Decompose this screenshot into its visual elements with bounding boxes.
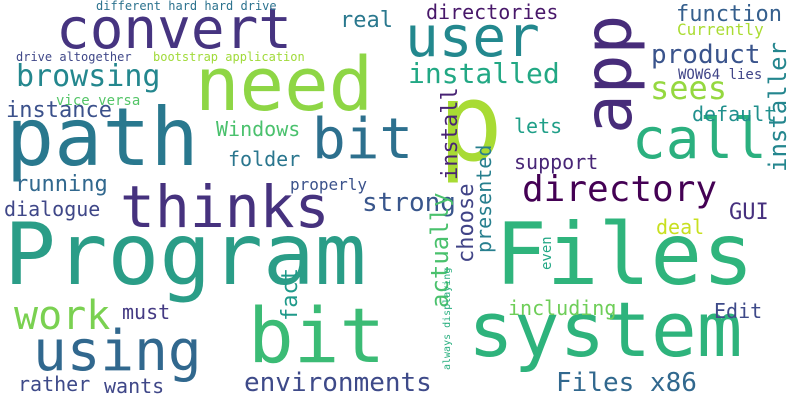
word-strong: strong — [362, 188, 456, 218]
word-product: product — [651, 40, 761, 70]
word-using: using — [33, 319, 202, 384]
word-even: even — [539, 236, 555, 270]
word-wants: wants — [104, 374, 165, 398]
word-convert: convert — [56, 0, 293, 62]
word-folder: folder — [228, 147, 301, 171]
word-environments: environments — [244, 368, 432, 398]
word-presented: presented — [472, 144, 496, 253]
word-running: running — [15, 172, 108, 197]
word-gui: GUI — [729, 200, 769, 225]
word-bootstrap-application: bootstrap application — [153, 50, 305, 64]
word-lets: lets — [514, 114, 563, 138]
word-p: p — [438, 61, 504, 186]
word-wow64-lies: WOW64 lies — [678, 67, 763, 83]
word-browsing: browsing — [16, 59, 161, 94]
word-different-hard-hard-drive: different hard hard drive — [96, 0, 277, 13]
word-dialogue: dialogue — [4, 197, 101, 221]
word-files-x86: Files x86 — [556, 368, 697, 398]
word-real: real — [340, 8, 393, 33]
word-edit: Edit — [714, 299, 763, 323]
word-bit-large: bit — [248, 291, 386, 380]
word-install: install — [438, 87, 463, 180]
word-call: call — [632, 107, 767, 172]
word-support: support — [514, 150, 599, 174]
word-vice-versa: vice versa — [56, 93, 141, 109]
word-must: must — [122, 300, 171, 324]
word-work: work — [14, 293, 111, 339]
word-rather: rather — [18, 372, 91, 396]
word-program: Program — [4, 205, 367, 305]
word-deal: deal — [656, 215, 705, 239]
word-instance: instance — [6, 98, 112, 123]
word-installed: installed — [408, 57, 560, 90]
word-path: path — [6, 91, 199, 184]
word-sees: sees — [650, 69, 728, 107]
word-user: user — [405, 5, 540, 70]
word-properly: properly — [290, 175, 368, 194]
word-files: Files — [495, 205, 754, 305]
word-function: function — [676, 2, 782, 27]
word-always-displaying: always displaying — [442, 267, 453, 370]
word-currently: Currently — [677, 20, 764, 39]
word-system: system — [468, 285, 743, 374]
word-default: default — [692, 102, 777, 126]
word-directories: directories — [426, 0, 559, 24]
word-windows: Windows — [216, 117, 301, 141]
word-directory: directory — [522, 169, 718, 210]
word-including: including — [508, 296, 617, 320]
word-thinks: thinks — [120, 173, 330, 241]
word-need: need — [195, 42, 374, 128]
word-bit-small: bit — [312, 107, 414, 172]
word-drive-altogether: drive altogether — [16, 50, 132, 64]
word-fact: fact — [278, 268, 303, 321]
